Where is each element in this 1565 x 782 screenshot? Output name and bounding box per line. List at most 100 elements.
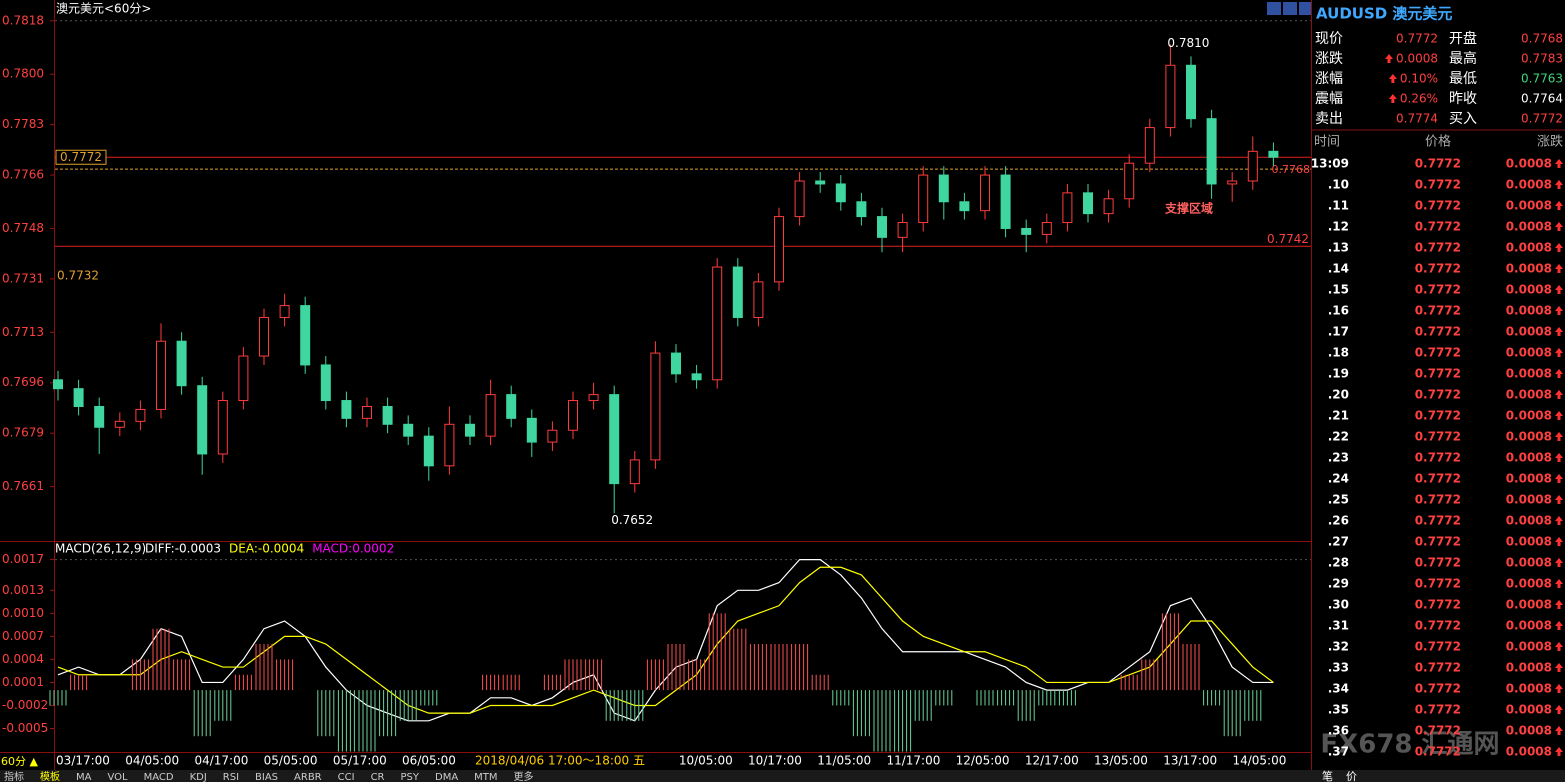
- tab[interactable]: VOL: [107, 772, 128, 782]
- tab[interactable]: 模板: [40, 770, 60, 782]
- x-tick-label: 04/05:00: [125, 754, 179, 768]
- tab[interactable]: PSY: [401, 772, 420, 782]
- quote-label: 昨收: [1449, 91, 1477, 107]
- tick-change: 0.0008: [1506, 157, 1552, 171]
- tick-change: 0.0008: [1506, 724, 1552, 738]
- macd-line: [57, 558, 1274, 722]
- tick-change: 0.0008: [1506, 241, 1552, 255]
- window-button[interactable]: [1267, 2, 1281, 15]
- legend-entry: DEA:-0.0004: [229, 542, 304, 556]
- tick-time: .33: [1328, 661, 1349, 675]
- x-tick-label: 11/05:00: [817, 754, 871, 768]
- tick-change: 0.0008: [1506, 577, 1552, 591]
- chart-title: 澳元美元<60分>: [56, 2, 151, 16]
- indicator-title: MACD(26,12,9): [55, 542, 146, 556]
- tab[interactable]: 更多: [514, 770, 534, 782]
- y-tick-label: 0.7679: [2, 426, 44, 440]
- tab[interactable]: MA: [76, 772, 92, 782]
- tick-change: 0.0008: [1506, 409, 1552, 423]
- tick-price: 0.7772: [1415, 367, 1461, 381]
- candle-body: [856, 201, 867, 218]
- candle-body: [403, 423, 414, 437]
- y-tick-label: 0.0010: [2, 606, 44, 620]
- period-button[interactable]: 60分 ▲: [1, 755, 38, 768]
- quote-label: 最低: [1449, 71, 1477, 87]
- quote-label: 涨跌: [1315, 51, 1343, 67]
- up-arrow: [1555, 495, 1563, 504]
- candle-body: [341, 400, 352, 419]
- up-arrow: [1388, 74, 1397, 83]
- y-tick-label: -0.0002: [2, 698, 48, 712]
- quote-title: AUDUSD 澳元美元: [1316, 5, 1452, 23]
- tab[interactable]: KDJ: [190, 772, 207, 782]
- tab[interactable]: BIAS: [255, 772, 278, 782]
- candle-body: [1247, 150, 1258, 182]
- watermark: FX678 汇通网: [1320, 730, 1499, 760]
- candle-body: [753, 281, 764, 318]
- tab[interactable]: 笔: [1322, 769, 1333, 782]
- tab[interactable]: ARBR: [294, 772, 322, 782]
- price-label: 0.7772: [60, 150, 102, 164]
- candle-body: [94, 405, 105, 428]
- candle-body: [53, 379, 63, 390]
- candle-body: [444, 423, 455, 467]
- legend-entry: DIFF:-0.0003: [145, 542, 221, 556]
- tick-time: .18: [1328, 346, 1349, 360]
- tick-change: 0.0008: [1506, 283, 1552, 297]
- x-tick-label: 06/05:00: [402, 754, 456, 768]
- toolbar: [0, 770, 1565, 782]
- tab[interactable]: MTM: [474, 772, 497, 782]
- tick-price: 0.7772: [1415, 346, 1461, 360]
- tick-price: 0.7772: [1415, 178, 1461, 192]
- up-arrow: [1555, 726, 1563, 735]
- tab[interactable]: MACD: [144, 772, 174, 782]
- tick-time: .37: [1328, 745, 1349, 759]
- up-arrow: [1555, 243, 1563, 252]
- up-arrow: [1555, 180, 1563, 189]
- tab[interactable]: CCI: [338, 772, 355, 782]
- x-tick-label: 12/05:00: [956, 754, 1010, 768]
- tick-price: 0.7772: [1415, 619, 1461, 633]
- tick-price: 0.7772: [1415, 157, 1461, 171]
- tick-time: .34: [1328, 682, 1349, 696]
- y-tick-label: 0.7766: [2, 168, 44, 182]
- tab[interactable]: 价: [1346, 770, 1357, 782]
- candle-body: [774, 216, 784, 283]
- tick-price: 0.7772: [1415, 682, 1461, 696]
- y-tick-label: 0.0004: [2, 652, 44, 666]
- tick-time: .14: [1328, 262, 1349, 276]
- window-button[interactable]: [1299, 2, 1311, 15]
- tick-change: 0.0008: [1506, 262, 1552, 276]
- low-label: 0.7652: [611, 513, 653, 527]
- candle-body: [1083, 192, 1093, 215]
- y-tick-label: 0.0017: [2, 552, 44, 566]
- tab[interactable]: DMA: [435, 772, 458, 782]
- quote-value: 0.7774: [1396, 112, 1438, 126]
- candle-body: [1227, 180, 1238, 185]
- candle-body: [1206, 118, 1217, 185]
- candle-body: [588, 394, 599, 402]
- x-tick-label: 10/05:00: [679, 754, 733, 768]
- candle-body: [485, 394, 496, 437]
- tab[interactable]: CR: [371, 772, 385, 782]
- price-label: 0.7742: [1267, 232, 1309, 246]
- y-tick-label: -0.0005: [2, 721, 48, 735]
- candle-body: [671, 352, 681, 375]
- tick-change: 0.0008: [1506, 325, 1552, 339]
- up-arrow: [1555, 663, 1563, 672]
- candle-body: [197, 385, 208, 455]
- table-header: 价格: [1425, 134, 1451, 150]
- candle-body: [629, 459, 640, 485]
- tick-price: 0.7772: [1415, 262, 1461, 276]
- window-button[interactable]: [1283, 2, 1297, 15]
- tab[interactable]: RSI: [223, 772, 239, 782]
- y-tick-label: 0.7748: [2, 221, 44, 235]
- up-arrow: [1555, 285, 1563, 294]
- tab[interactable]: 指标: [4, 770, 24, 782]
- up-arrow: [1555, 453, 1563, 462]
- candle-body: [835, 183, 846, 203]
- candle-body: [959, 201, 970, 212]
- candle-body: [114, 420, 125, 428]
- candle-body: [918, 174, 929, 224]
- candle-body: [1144, 127, 1155, 164]
